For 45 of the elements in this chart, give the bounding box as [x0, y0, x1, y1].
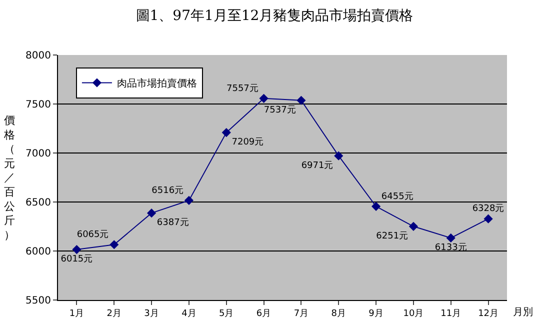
point	[184, 196, 194, 205]
y-tick-label: 6500	[26, 198, 51, 208]
x-axis-title: 月別	[513, 307, 533, 318]
data-label: 6251元	[376, 230, 408, 242]
point	[259, 94, 268, 103]
x-tick-label: 1月	[69, 308, 84, 319]
x-tick-label: 4月	[182, 308, 196, 319]
text: 價格（元／百公斤）	[4, 114, 15, 242]
y-tick-label: 5500	[26, 296, 51, 306]
x-tick-label: 7月	[294, 308, 309, 319]
legend-label: 肉品市場拍賣價格	[116, 78, 197, 90]
y-tick-label: 7000	[26, 148, 51, 160]
y-tick-label: 6000	[26, 246, 51, 258]
data-label: 7537元	[264, 104, 296, 116]
point	[72, 244, 82, 254]
point	[484, 214, 493, 224]
data-label: 6455元	[381, 190, 414, 202]
data-label: 6065元	[76, 229, 109, 240]
x-tick-label: 12月	[478, 308, 499, 319]
point	[408, 222, 418, 231]
point	[296, 96, 306, 105]
x-tick-label: 9月	[368, 308, 384, 319]
x-tick-label: 11月	[440, 308, 462, 319]
point	[446, 233, 456, 243]
data-label: 6971元	[301, 160, 334, 171]
point	[110, 240, 119, 250]
x-tick-label: 3月	[144, 308, 159, 319]
x-tick-label: 2月	[106, 308, 122, 319]
data-label: 6387元	[156, 217, 189, 228]
data-label: 6516元	[152, 184, 184, 196]
point	[222, 128, 231, 138]
data-label: 6328元	[472, 203, 504, 214]
y-tick-label: 7500	[26, 100, 51, 110]
chart-title: 圖1、97年1月至12月豬隻肉品市場拍賣價格	[136, 8, 414, 24]
y-tick-label: 8000	[26, 50, 51, 62]
x-tick-label: 6月	[256, 308, 272, 319]
data-label: 7557元	[226, 82, 258, 94]
data-label: 7209元	[232, 136, 264, 148]
x-tick-label: 8月	[331, 308, 346, 319]
point	[371, 202, 381, 211]
point	[146, 208, 156, 218]
data-label: 6015元	[60, 254, 93, 265]
point	[334, 151, 344, 160]
x-tick-label: 10月	[403, 308, 424, 319]
x-tick-label: 5月	[219, 308, 234, 319]
